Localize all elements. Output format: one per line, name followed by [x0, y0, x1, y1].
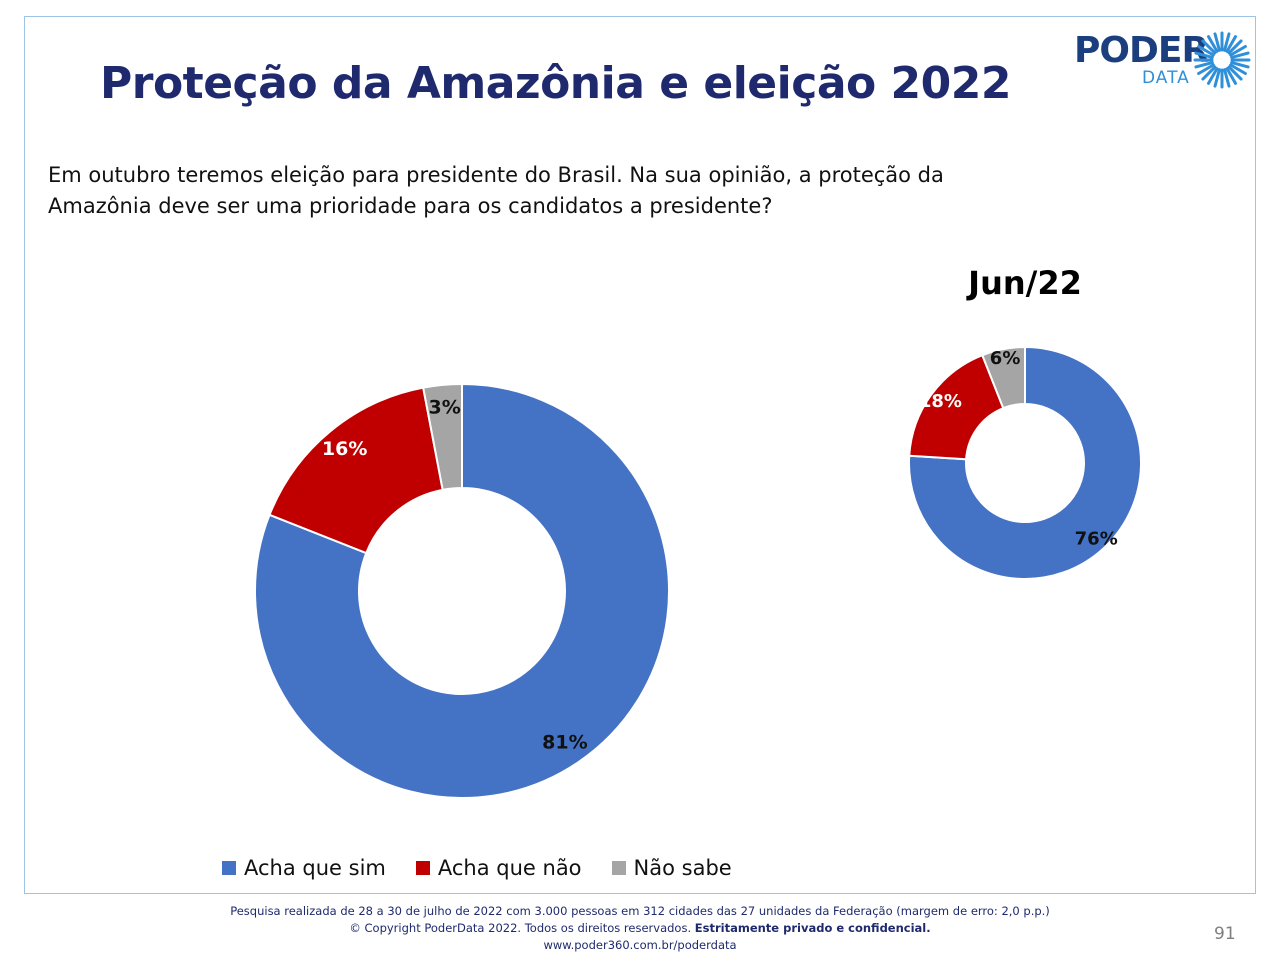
sunburst-ray [1201, 39, 1217, 55]
jun22-label-sim: 76% [1075, 528, 1118, 549]
main-label-nao: 16% [322, 438, 367, 460]
jun22-slice-sim [908, 345, 1142, 580]
jun22-label-nao-sabe: 6% [990, 348, 1021, 369]
sunburst-ray [1225, 35, 1237, 53]
main-slice-sim [254, 382, 670, 799]
logo-brand: PODER [1074, 30, 1209, 71]
footer-methodology: Pesquisa realizada de 28 a 30 de julho d… [230, 904, 1050, 918]
footer-copyright-text: © Copyright PoderData 2022. Todos os dir… [349, 921, 695, 935]
sunburst-ray [1197, 63, 1215, 75]
footer-notes: Pesquisa realizada de 28 a 30 de julho d… [140, 903, 1140, 954]
sunburst-ray [1201, 65, 1217, 81]
legend-swatch-sim [222, 861, 236, 875]
main-label-nao-sabe: 3% [429, 397, 461, 419]
sunburst-ray [1229, 63, 1247, 75]
sunburst-ray [1223, 68, 1231, 88]
legend-item-nao: Acha que não [415, 856, 582, 880]
sunburst-ray [1207, 35, 1219, 53]
sunburst-ray [1194, 61, 1214, 69]
chart-legend: Acha que sim Acha que não Não sabe [222, 856, 762, 880]
legend-label-nao-sabe: Não sabe [633, 856, 732, 880]
sunburst-ray [1223, 32, 1231, 52]
jun22-label-nao: 18% [919, 391, 962, 412]
legend-item-sim: Acha que sim [222, 856, 386, 880]
main-label-sim: 81% [542, 731, 587, 753]
footer-copyright: © Copyright PoderData 2022. Todos os dir… [140, 920, 1140, 937]
main-slice-nao [268, 386, 444, 555]
legend-swatch-nao-sabe [611, 861, 626, 875]
sunburst-ray [1213, 68, 1221, 88]
slide-frame [24, 16, 1256, 894]
jun22-slice-nao-sabe [981, 345, 1026, 410]
sunburst-ray [1194, 51, 1214, 59]
sunburst-ray [1227, 65, 1243, 81]
survey-question: Em outubro teremos eleição para presiden… [48, 163, 944, 218]
page-title: Proteção da Amazônia e eleição 2022 [100, 58, 1012, 109]
sunburst-ray [1197, 45, 1215, 57]
footer-confidential: Estritamente privado e confidencial. [694, 921, 931, 935]
sunburst-ray [1225, 67, 1237, 85]
sunburst-ray [1230, 61, 1250, 69]
legend-label-nao: Acha que não [437, 856, 582, 880]
legend-swatch-nao [415, 861, 430, 875]
main-slice-nao-sabe [422, 382, 463, 491]
sunburst-ray [1229, 45, 1247, 57]
sunburst-ray [1227, 39, 1243, 55]
sunburst-icon [1193, 31, 1251, 89]
page-number: 91 [1214, 924, 1236, 944]
poderdata-logo: PODER DATA [1074, 30, 1254, 90]
footer-url: www.poder360.com.br/poderdata [543, 938, 737, 952]
sunburst-ray [1207, 67, 1219, 85]
sunburst-ray [1230, 51, 1250, 59]
legend-label-sim: Acha que sim [244, 856, 386, 880]
legend-item-nao-sabe: Não sabe [611, 856, 732, 880]
jun22-chart-title: Jun/22 [968, 264, 1082, 302]
sunburst-ray [1213, 32, 1221, 52]
logo-sub: DATA [1142, 68, 1190, 88]
